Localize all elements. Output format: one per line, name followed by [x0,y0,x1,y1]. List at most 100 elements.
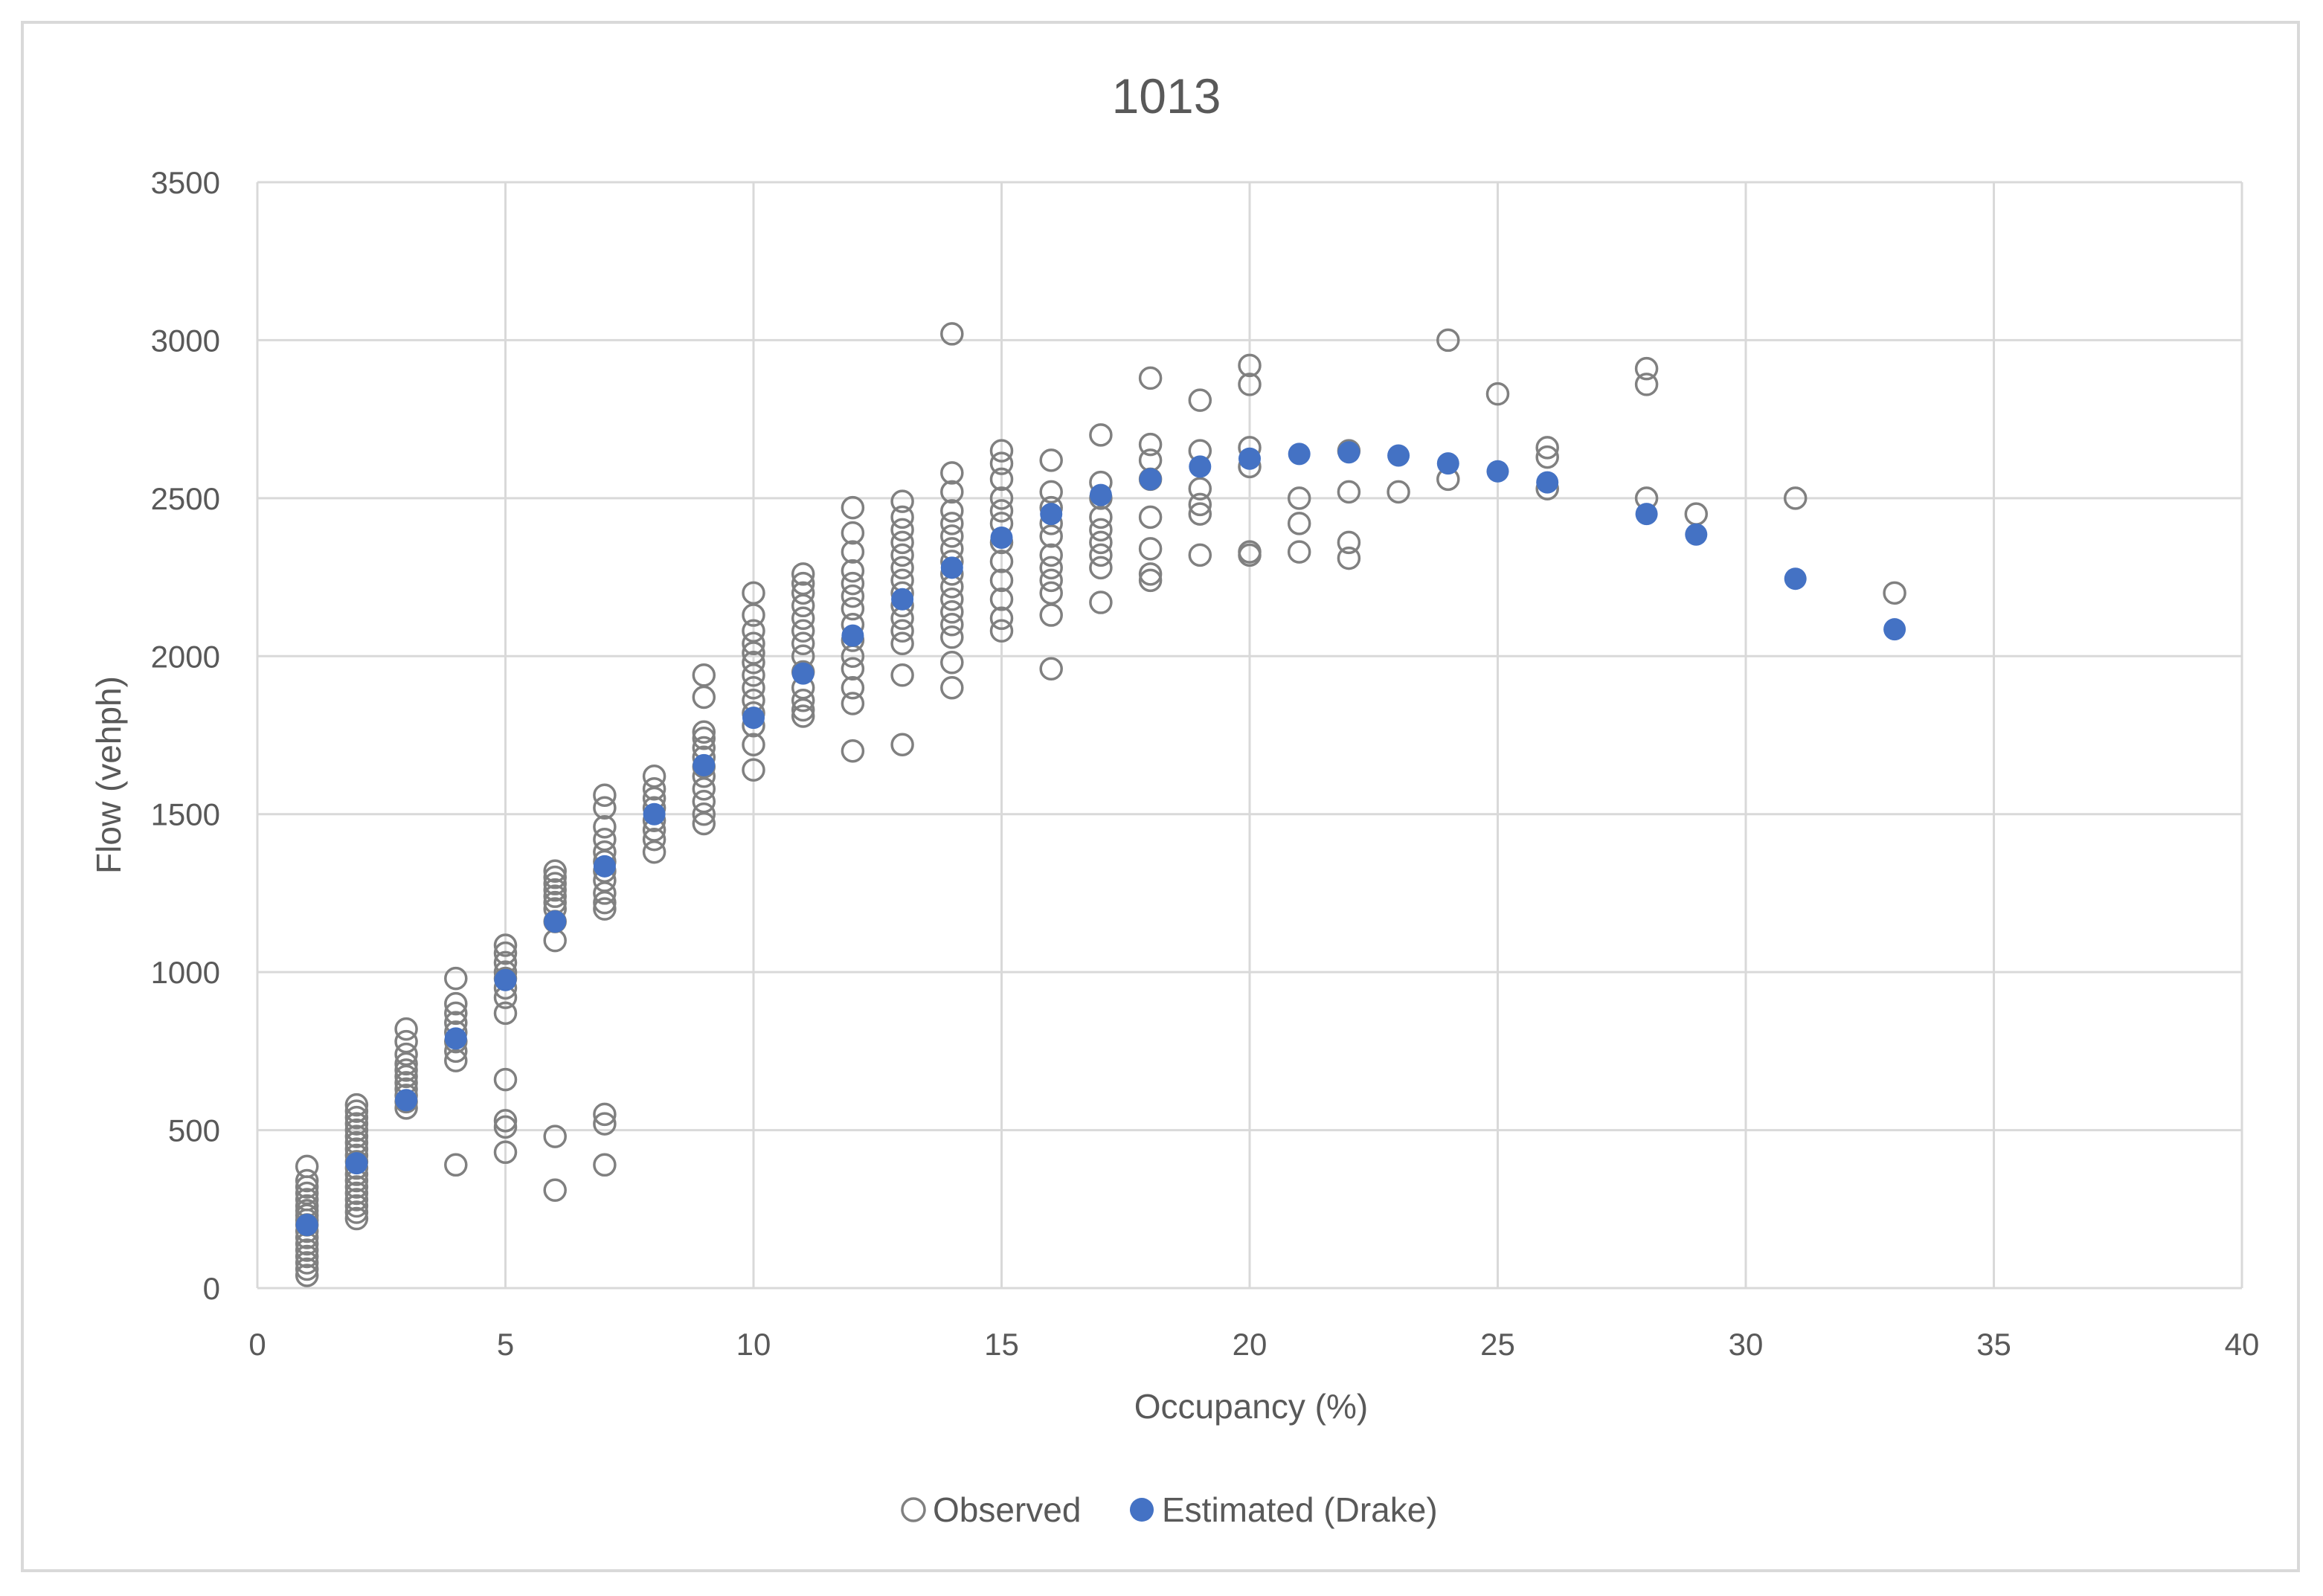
observed-point [1337,480,1361,504]
observed-point [841,596,865,621]
observed-point [791,689,815,712]
observed-point [890,518,914,542]
observed-point [940,676,964,700]
y-tick-label: 3500 [151,165,220,200]
x-tick-label: 30 [1729,1327,1764,1362]
observed-point [692,726,716,750]
estimated-point [395,1089,418,1112]
observed-point [742,651,765,675]
legend-estimated-marker [1130,1498,1154,1522]
observed-point [940,480,964,504]
observed-point [344,1112,369,1136]
y-axis-ticks: 0 500 1000 1500 2000 2500 3000 3500 [151,165,220,1306]
observed-point [295,1154,319,1179]
observed-point [642,776,666,801]
estimated-point [1189,455,1212,478]
observed-point [543,859,567,883]
observed-point [1188,502,1212,526]
y-tick-label: 0 [203,1271,220,1306]
estimated-point [494,968,517,991]
estimated-point [742,707,765,730]
estimated-point [1685,523,1708,546]
chart-frame: 1013 0 5 10 15 20 25 30 35 40 0 500 1000 1500 2000 25… [21,21,2300,1572]
observed-point [890,568,914,593]
observed-point [543,872,567,895]
x-tick-label: 40 [2225,1327,2260,1362]
observed-point [1138,366,1163,390]
observed-point [1188,543,1212,567]
observed-point [1287,540,1311,564]
observed-point [1337,546,1361,570]
observed-point [642,827,666,852]
observed-point [1684,502,1709,526]
observed-point [295,1168,319,1193]
observed-point [989,619,1014,643]
x-tick-label: 25 [1480,1327,1515,1362]
observed-point [841,495,865,520]
x-axis-ticks: 0 5 10 15 20 25 30 35 40 [248,1327,2259,1362]
observed-point [1535,436,1559,460]
observed-point [1387,480,1410,504]
observed-point [890,543,914,567]
observed-point [742,619,765,643]
observed-point [1238,353,1262,378]
observed-point [841,540,865,564]
observed-point [493,1140,518,1165]
y-tick-label: 500 [168,1113,220,1148]
estimated-point [345,1152,368,1175]
x-tick-label: 20 [1233,1327,1267,1362]
x-tick-label: 10 [736,1327,771,1362]
observed-point [1039,480,1063,504]
observed-point [692,789,716,814]
observed-point [493,1109,518,1133]
y-tick-label: 2500 [151,481,220,516]
observed-series [295,322,1906,1287]
observed-point [692,776,716,801]
observed-point [1138,562,1163,586]
scatter-chart: 1013 0 5 10 15 20 25 30 35 40 0 500 1000 1500 2000 25… [89,68,2259,1529]
estimated-point [1635,503,1658,526]
observed-point [1337,530,1361,555]
observed-point [791,631,815,656]
observed-point [493,933,518,957]
observed-point [1238,540,1262,564]
observed-point [841,559,865,583]
y-axis-label: Flow (vehph) [89,676,128,874]
observed-point [940,613,964,637]
x-tick-label: 15 [984,1327,1019,1362]
observed-point [940,524,964,548]
observed-point [344,1093,369,1117]
observed-point [890,631,914,656]
observed-point [1287,486,1311,510]
observed-point [444,1153,468,1177]
observed-point [841,584,865,608]
observed-point [1039,603,1063,627]
observed-point [642,840,666,864]
observed-point [940,575,964,599]
x-tick-label: 5 [497,1327,514,1362]
observed-point [1485,382,1510,406]
observed-point [989,550,1014,573]
observed-point [1783,486,1808,510]
observed-point [344,1206,369,1231]
legend: Observed Estimated (Drake) [901,1490,1438,1529]
observed-point [1039,556,1063,580]
observed-point [692,685,716,709]
estimated-point [1387,444,1410,467]
observed-point [989,568,1014,593]
observed-point [890,733,914,756]
estimated-point [1436,452,1459,475]
observed-point [1089,423,1113,447]
observed-point [593,827,617,852]
observed-point [1883,581,1906,605]
observed-point [791,593,815,618]
observed-point [593,1102,617,1127]
observed-point [841,692,865,715]
observed-point [344,1200,369,1224]
observed-point [543,1178,567,1203]
estimated-point [1139,468,1162,491]
observed-point [940,651,964,675]
observed-point [444,1049,468,1072]
observed-point [1188,388,1212,412]
observed-point [791,606,815,631]
